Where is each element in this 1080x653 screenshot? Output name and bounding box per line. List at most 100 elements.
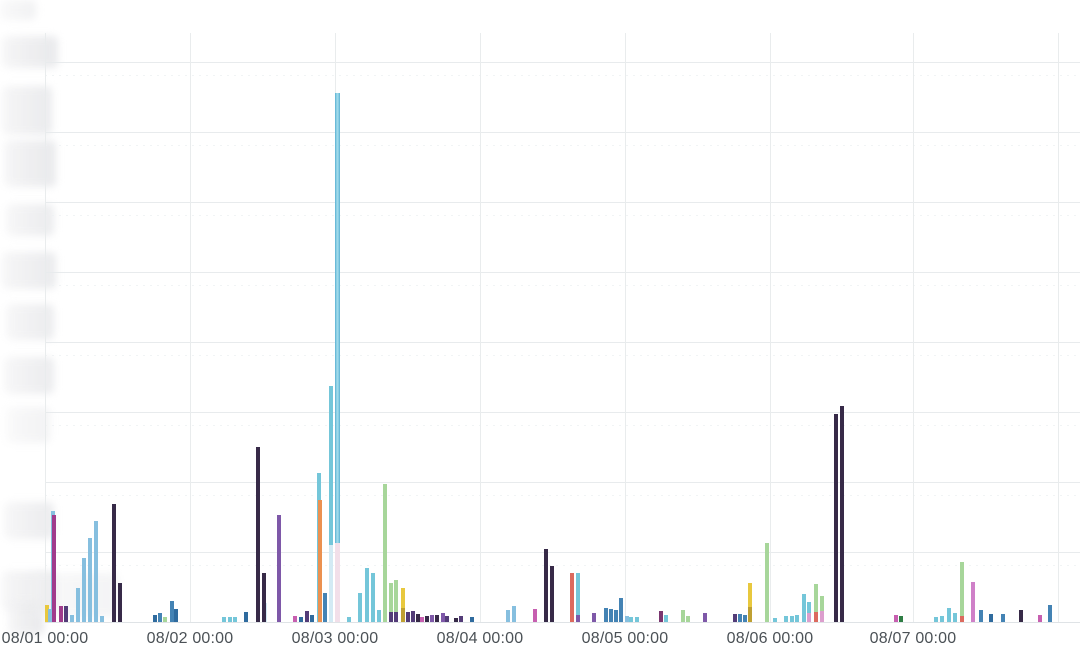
bar-steelblue[interactable] (1047, 605, 1052, 622)
bar-cyan[interactable] (664, 615, 668, 622)
bar-steelblue[interactable] (619, 598, 623, 622)
bar-darkviolet[interactable] (410, 611, 415, 622)
bar-green[interactable] (959, 562, 964, 622)
bar-green[interactable] (764, 543, 769, 622)
bar-coral[interactable] (959, 616, 964, 622)
bar-darkgreen[interactable] (899, 616, 903, 622)
bar-cyan[interactable] (802, 594, 806, 622)
bar-green[interactable] (162, 617, 167, 622)
bar-pink[interactable] (1037, 615, 1042, 622)
bar-cyan[interactable] (946, 608, 951, 622)
bar-cyan[interactable] (772, 618, 777, 622)
bar-skyblue[interactable] (87, 538, 92, 622)
bar-steelblue[interactable] (157, 613, 162, 622)
bar-green[interactable] (819, 596, 824, 622)
bar-orange[interactable] (317, 500, 322, 622)
bar-cyan[interactable] (629, 617, 633, 622)
bar-indigo[interactable] (112, 504, 116, 622)
bar-yellow[interactable] (44, 605, 49, 622)
bar-gold[interactable] (401, 608, 406, 622)
bar-plum[interactable] (659, 611, 663, 622)
bar-darkblue[interactable] (243, 612, 248, 622)
bar-darkblue[interactable] (989, 614, 993, 622)
bar-cyan[interactable] (370, 573, 375, 622)
bar-green[interactable] (382, 484, 387, 622)
bar-steelblue[interactable] (608, 609, 613, 622)
bar-lightpink[interactable] (806, 613, 811, 622)
bar-cyan[interactable] (635, 617, 639, 622)
bar-darkviolet[interactable] (444, 616, 449, 622)
bar-steelblue[interactable] (604, 608, 608, 622)
bar-gold[interactable] (748, 607, 753, 622)
bar-steelblue[interactable] (743, 615, 747, 622)
bar-cyan[interactable] (939, 616, 944, 622)
bar-darkblue[interactable] (298, 617, 303, 622)
bar-steelblue[interactable] (322, 593, 327, 622)
bar-cyan[interactable] (795, 615, 799, 622)
bar-darkviolet[interactable] (733, 614, 737, 622)
bar-darkblue[interactable] (152, 615, 157, 622)
bar-cyan[interactable] (334, 93, 340, 622)
bar-indigo[interactable] (434, 615, 439, 622)
bar-paleblue[interactable] (328, 545, 333, 622)
bar-coral[interactable] (813, 612, 818, 622)
bar-pink[interactable] (293, 616, 297, 622)
bar-indigo[interactable] (839, 406, 844, 622)
bar-darkviolet[interactable] (393, 612, 398, 622)
bar-darkviolet[interactable] (305, 611, 309, 622)
bar-steelblue[interactable] (1000, 614, 1005, 622)
bar-skyblue[interactable] (48, 609, 52, 622)
bar-lightpink[interactable] (819, 611, 824, 622)
bar-darkviolet[interactable] (389, 612, 394, 622)
bar-skyblue[interactable] (76, 588, 80, 622)
bar-indigo[interactable] (544, 549, 548, 622)
bar-skyblue[interactable] (511, 606, 516, 622)
bar-darkviolet[interactable] (405, 612, 410, 622)
bar-steelblue[interactable] (738, 614, 742, 622)
bar-violet[interactable] (576, 615, 581, 622)
bar-skyblue[interactable] (94, 521, 98, 622)
bar-cyan[interactable] (376, 610, 381, 622)
bar-skyblue[interactable] (70, 615, 74, 622)
bar-indigo[interactable] (453, 618, 458, 622)
bar-indigo[interactable] (1019, 610, 1023, 622)
bar-violet[interactable] (591, 613, 596, 622)
bar-magenta[interactable] (58, 606, 63, 622)
bar-green[interactable] (685, 616, 690, 622)
bar-cyan[interactable] (328, 386, 333, 622)
bar-steelblue[interactable] (169, 601, 174, 622)
bar-darkviolet[interactable] (459, 616, 463, 622)
bar-yellow[interactable] (748, 583, 752, 622)
bar-cyan[interactable] (934, 617, 938, 622)
bar-green[interactable] (813, 584, 818, 622)
bar-violet[interactable] (440, 613, 445, 622)
bar-steelblue[interactable] (614, 610, 618, 622)
bar-cyan[interactable] (222, 617, 226, 622)
bar-skyblue[interactable] (82, 558, 86, 622)
bar-cyan[interactable] (358, 593, 362, 622)
bar-cyan[interactable] (365, 568, 369, 622)
bar-cyan[interactable] (952, 613, 957, 622)
bar-cyan[interactable] (346, 617, 351, 622)
bar-skyblue[interactable] (506, 610, 510, 622)
bar-green[interactable] (680, 610, 685, 622)
bar-pink[interactable] (532, 609, 537, 622)
bar-cyan[interactable] (807, 602, 811, 622)
bar-orchid[interactable] (971, 582, 975, 622)
bar-indigo[interactable] (415, 614, 420, 622)
bar-pink[interactable] (419, 617, 424, 622)
bar-cyan[interactable] (576, 573, 580, 622)
bar-indigo[interactable] (261, 573, 266, 622)
bar-darkblue[interactable] (469, 617, 474, 622)
bar-violet[interactable] (277, 515, 281, 622)
bar-darkblue[interactable] (174, 609, 179, 622)
bar-palepink[interactable] (334, 543, 340, 622)
bar-cyan[interactable] (789, 616, 794, 622)
bar-magenta[interactable] (52, 515, 56, 622)
bar-darkblue[interactable] (310, 615, 314, 622)
bar-indigo[interactable] (833, 414, 838, 622)
bar-steelblue[interactable] (978, 610, 983, 622)
bar-cyan[interactable] (227, 617, 232, 622)
bar-darkviolet[interactable] (63, 606, 68, 622)
bar-violet[interactable] (703, 613, 707, 622)
